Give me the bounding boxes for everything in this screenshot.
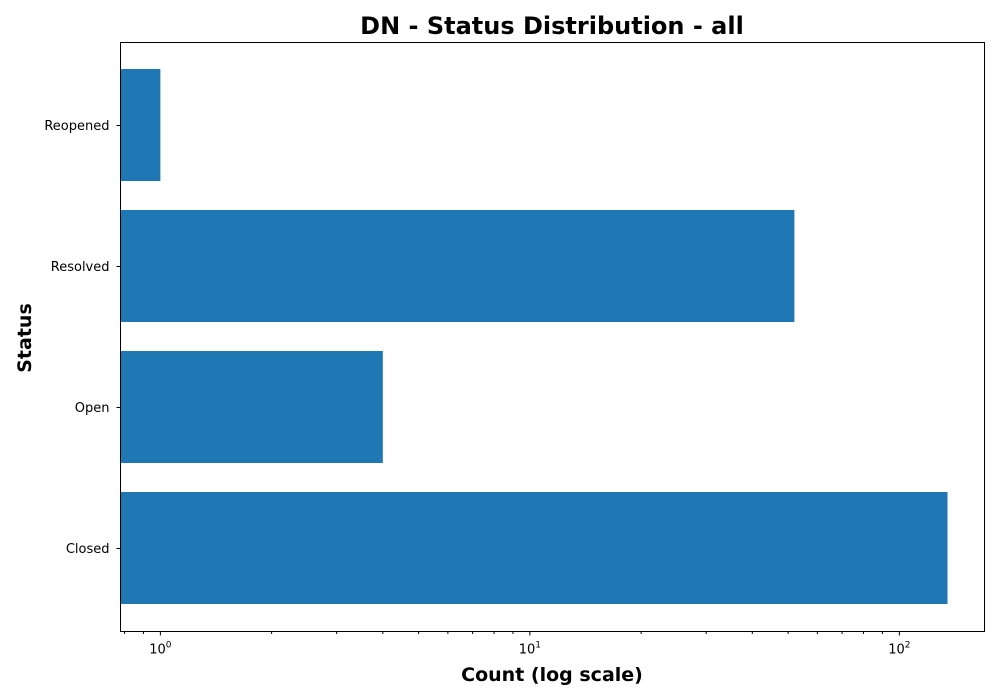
x-tick-label: 102 bbox=[888, 641, 910, 658]
y-axis: Closed Open Resolved Reopened bbox=[44, 119, 121, 557]
bar-open bbox=[120, 351, 383, 463]
x-tick-label: 100 bbox=[149, 641, 172, 658]
bars-group bbox=[120, 69, 948, 604]
bar-closed bbox=[120, 492, 948, 604]
x-tick-label: 101 bbox=[519, 641, 541, 658]
x-axis: 100 101 102 bbox=[124, 631, 910, 658]
y-tick-label: Resolved bbox=[51, 260, 110, 275]
bar-reopened bbox=[120, 69, 161, 181]
y-tick-label: Closed bbox=[66, 542, 110, 557]
y-tick-label: Reopened bbox=[44, 119, 109, 134]
plot-frame bbox=[120, 42, 985, 632]
y-axis-label: Status bbox=[14, 303, 36, 373]
y-tick-label: Open bbox=[75, 401, 110, 416]
chart-title: DN - Status Distribution - all bbox=[360, 12, 744, 40]
x-axis-label: Count (log scale) bbox=[461, 664, 643, 686]
bar-resolved bbox=[120, 210, 795, 322]
